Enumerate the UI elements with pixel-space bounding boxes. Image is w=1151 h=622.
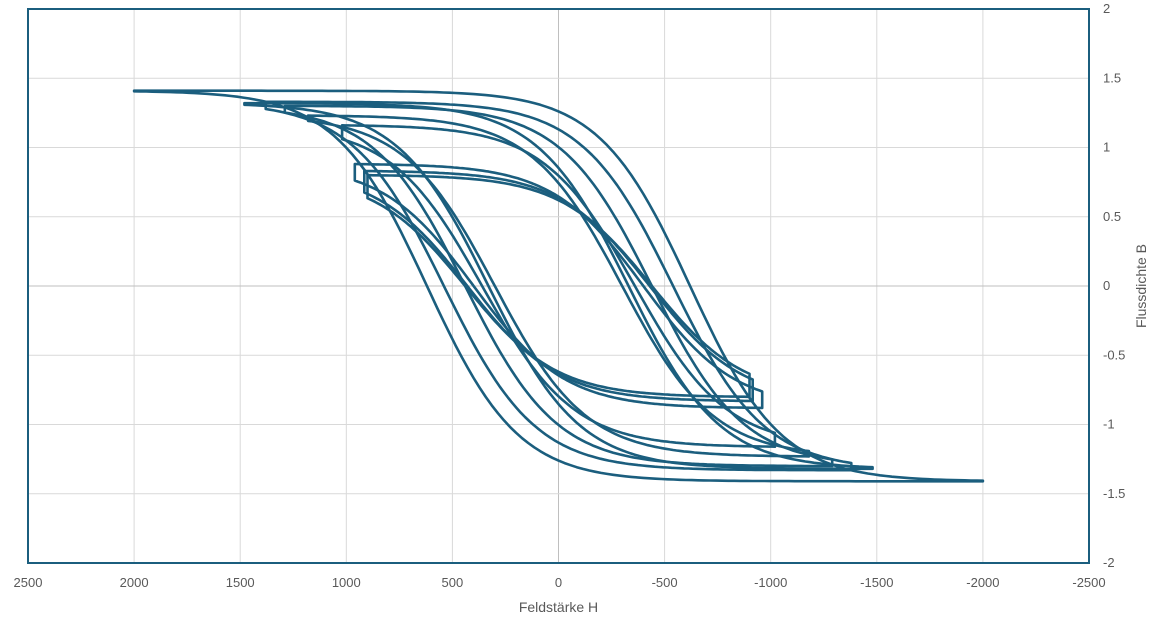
hysteresis-loop (340, 124, 777, 448)
y-tick-labels: -2 -1.5 -1 -0.5 0 0.5 1 1.5 2 (1103, 1, 1125, 570)
y-tick-label: 2 (1103, 1, 1110, 16)
x-tick-labels: 2500 2000 1500 1000 500 0 -500 -1000 -1500 -2000 -… (14, 575, 1106, 590)
grid-lines (28, 9, 1089, 563)
x-tick-label: 2500 (14, 575, 43, 590)
x-tick-label: -1000 (754, 575, 787, 590)
y-tick-label: -1 (1103, 417, 1115, 432)
hysteresis-loop (353, 162, 764, 410)
y-axis-title: Flussdichte B (1133, 244, 1149, 328)
x-axis-title: Feldstärke H (519, 599, 598, 615)
hysteresis-loop (306, 114, 811, 458)
x-tick-label: 2000 (120, 575, 149, 590)
hysteresis-loop (264, 100, 853, 472)
x-tick-label: -2500 (1072, 575, 1105, 590)
x-tick-label: 0 (555, 575, 562, 590)
x-tick-label: 1000 (332, 575, 361, 590)
plot-frame (27, 8, 1090, 564)
y-tick-label: 0.5 (1103, 209, 1121, 224)
y-tick-label: -2 (1103, 555, 1115, 570)
y-tick-label: 1 (1103, 140, 1110, 155)
x-tick-label: -500 (652, 575, 678, 590)
x-tick-label: 1500 (226, 575, 255, 590)
hysteresis-loop (132, 89, 985, 483)
x-tick-label: -1500 (860, 575, 893, 590)
x-tick-label: -2000 (966, 575, 999, 590)
x-tick-label: 500 (442, 575, 464, 590)
y-tick-label: -0.5 (1103, 347, 1125, 362)
y-tick-label: 1.5 (1103, 70, 1121, 85)
y-tick-label: 0 (1103, 278, 1110, 293)
hysteresis-loop (243, 101, 874, 471)
hysteresis-loop (366, 173, 751, 399)
y-tick-label: -1.5 (1103, 486, 1125, 501)
hysteresis-curves (132, 89, 985, 483)
